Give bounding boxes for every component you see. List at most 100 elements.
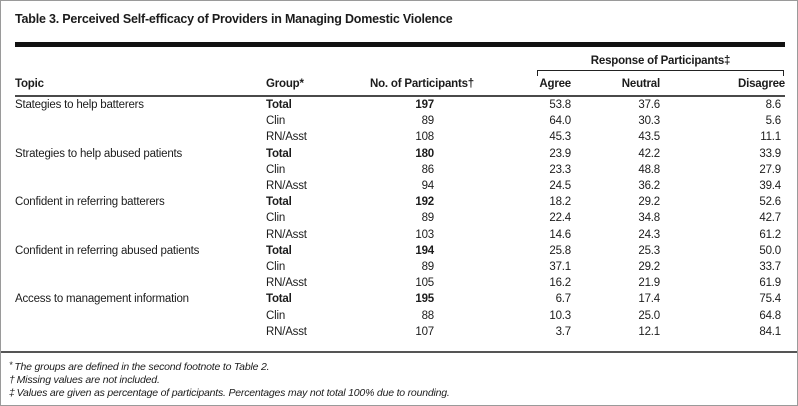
topic-cell: Stategies to help batterers bbox=[15, 99, 144, 111]
group-cell: RN/Asst bbox=[266, 325, 307, 338]
table-row: Clin 89 64.0 30.3 5.6 bbox=[15, 113, 785, 129]
table-row: Clin 86 23.3 48.8 27.9 bbox=[15, 162, 785, 178]
participants-cell: 89 bbox=[421, 115, 435, 128]
spanner-cell: Response of Participants‡ bbox=[474, 47, 785, 76]
disagree-cell: 61.9 bbox=[759, 277, 781, 290]
participants-cell: 103 bbox=[415, 228, 434, 241]
footnote-text: Missing values are not included. bbox=[16, 374, 160, 387]
footnote: * The groups are defined in the second fo… bbox=[9, 359, 797, 374]
topic-cell: Confident in referring abused patients bbox=[15, 244, 200, 257]
agree-cell: 6.7 bbox=[555, 293, 571, 306]
table-row: RN/Asst 105 16.2 21.9 61.9 bbox=[15, 275, 785, 291]
title-rule bbox=[15, 42, 785, 47]
column-header-row: Topic Group* No. of Participants† Agree … bbox=[15, 76, 785, 97]
agree-cell: 16.2 bbox=[549, 277, 571, 290]
agree-cell: 53.8 bbox=[549, 99, 571, 111]
agree-cell: 24.5 bbox=[549, 180, 571, 193]
participants-cell: 192 bbox=[415, 196, 434, 209]
topic-cell bbox=[15, 178, 266, 194]
table-row: Strategies to help abused patients Total 1… bbox=[15, 146, 785, 162]
disagree-cell: 64.8 bbox=[759, 309, 781, 322]
neutral-cell: 30.3 bbox=[638, 115, 660, 128]
participants-cell: 194 bbox=[415, 244, 434, 257]
agree-cell: 45.3 bbox=[549, 131, 571, 144]
group-cell: RN/Asst bbox=[266, 180, 307, 193]
neutral-cell: 34.8 bbox=[638, 212, 660, 225]
neutral-cell: 29.2 bbox=[638, 196, 660, 209]
agree-cell: 22.4 bbox=[549, 212, 571, 225]
topic-cell: Access to management information bbox=[15, 293, 189, 306]
agree-cell: 3.7 bbox=[555, 325, 571, 338]
neutral-cell: 25.0 bbox=[638, 309, 660, 322]
neutral-cell: 42.2 bbox=[638, 147, 660, 160]
agree-cell: 37.1 bbox=[549, 261, 571, 274]
group-cell: Clin bbox=[266, 261, 286, 274]
table-row: RN/Asst 94 24.5 36.2 39.4 bbox=[15, 178, 785, 194]
col-header-participants: No. of Participants† bbox=[360, 76, 474, 97]
table-row: Clin 89 22.4 34.8 42.7 bbox=[15, 210, 785, 226]
group-cell: Clin bbox=[266, 309, 286, 322]
table-row: Clin 89 37.1 29.2 33.7 bbox=[15, 259, 785, 275]
topic-cell: Strategies to help abused patients bbox=[15, 147, 183, 160]
disagree-cell: 52.6 bbox=[759, 196, 781, 209]
footnote: † Missing values are not included. bbox=[9, 374, 797, 387]
neutral-cell: 29.2 bbox=[638, 261, 660, 274]
neutral-cell: 48.8 bbox=[638, 163, 660, 176]
footnotes: * The groups are defined in the second fo… bbox=[1, 353, 797, 400]
topic-cell bbox=[15, 308, 266, 324]
footnote: ‡ Values are given as percentage of parti… bbox=[9, 387, 797, 400]
neutral-cell: 24.3 bbox=[638, 228, 660, 241]
group-cell: Total bbox=[266, 99, 292, 111]
participants-cell: 89 bbox=[421, 212, 435, 225]
topic-cell bbox=[15, 259, 266, 275]
group-cell: Total bbox=[266, 293, 292, 306]
agree-cell: 14.6 bbox=[549, 228, 571, 241]
participants-cell: 105 bbox=[415, 277, 434, 290]
agree-cell: 25.8 bbox=[549, 244, 571, 257]
disagree-cell: 61.2 bbox=[759, 228, 781, 241]
group-cell: RN/Asst bbox=[266, 277, 307, 290]
disagree-cell: 42.7 bbox=[759, 212, 781, 225]
spanner-bracket bbox=[537, 70, 784, 76]
group-cell: Clin bbox=[266, 163, 286, 176]
participants-cell: 94 bbox=[421, 180, 435, 193]
footnote-marker: * bbox=[9, 360, 13, 371]
participants-cell: 195 bbox=[415, 293, 434, 306]
agree-cell: 10.3 bbox=[549, 309, 571, 322]
neutral-cell: 25.3 bbox=[638, 244, 660, 257]
disagree-cell: 75.4 bbox=[759, 293, 781, 306]
disagree-cell: 27.9 bbox=[759, 163, 781, 176]
footnote-marker: † bbox=[9, 374, 15, 387]
group-cell: Total bbox=[266, 147, 292, 160]
agree-cell: 18.2 bbox=[549, 196, 571, 209]
disagree-cell: 11.1 bbox=[760, 131, 781, 144]
spanner-label: Response of Participants‡ bbox=[590, 55, 731, 67]
disagree-cell: 39.4 bbox=[759, 180, 781, 193]
table-row: Confident in referring batterers Total 192… bbox=[15, 194, 785, 210]
topic-cell bbox=[15, 275, 266, 291]
neutral-cell: 36.2 bbox=[638, 180, 660, 193]
table-row: Clin 88 10.3 25.0 64.8 bbox=[15, 308, 785, 324]
disagree-cell: 50.0 bbox=[759, 244, 781, 257]
group-cell: RN/Asst bbox=[266, 228, 307, 241]
table-body: Stategies to help batterers Total 197 53.8 3… bbox=[15, 96, 785, 340]
topic-cell: Confident in referring batterers bbox=[15, 196, 165, 209]
disagree-cell: 8.6 bbox=[765, 99, 782, 111]
participants-cell: 180 bbox=[415, 147, 434, 160]
group-cell: Clin bbox=[266, 212, 286, 225]
table-row: RN/Asst 103 14.6 24.3 61.2 bbox=[15, 227, 785, 243]
col-header-disagree: Disagree bbox=[674, 76, 785, 97]
topic-cell bbox=[15, 210, 266, 226]
participants-cell: 108 bbox=[415, 131, 434, 144]
spanner-header-row: Response of Participants‡ bbox=[15, 47, 785, 76]
table-row: Access to management information Total 195… bbox=[15, 291, 785, 307]
table-title: Table 3. Perceived Self-efficacy of Prov… bbox=[15, 12, 453, 26]
agree-cell: 23.9 bbox=[549, 147, 571, 160]
table-row: Confident in referring abused patients To… bbox=[15, 243, 785, 259]
footnote-rule bbox=[1, 351, 797, 354]
topic-cell bbox=[15, 113, 266, 129]
disagree-cell: 33.9 bbox=[759, 147, 781, 160]
group-cell: Clin bbox=[266, 115, 286, 128]
group-cell: Total bbox=[266, 244, 292, 257]
